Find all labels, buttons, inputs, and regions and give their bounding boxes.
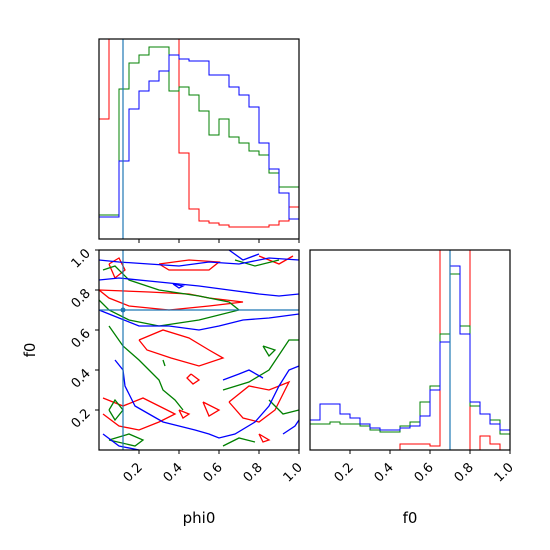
f0-histogram-frame	[309, 249, 511, 451]
contour-red-10	[258, 433, 271, 443]
contour-red-0	[108, 257, 126, 280]
contour-blue-5	[114, 359, 300, 439]
contour-red-4	[138, 329, 225, 367]
y-axis-label-f0: f0	[21, 343, 39, 358]
contour-blue-4	[98, 309, 300, 331]
phi0-histogram-green-series	[99, 46, 299, 216]
contour-blue-7	[102, 433, 140, 451]
contour-green-1	[234, 259, 280, 267]
contour-red-6	[102, 397, 177, 431]
contour-green-7	[108, 433, 145, 447]
contour-truth-point	[120, 307, 126, 313]
contour-red-5	[186, 373, 201, 385]
contour-green-2	[108, 325, 184, 411]
contour-green-5	[222, 339, 299, 391]
contour-blue-3	[172, 283, 185, 289]
contour-green-3	[162, 359, 166, 367]
contour-green-8	[268, 399, 300, 415]
contour-blue-0	[98, 257, 300, 267]
f0-histogram-series	[310, 249, 510, 451]
phi0-histogram-ticks	[138, 239, 300, 243]
x-axis-label-f0: f0	[403, 509, 418, 527]
contour-green-9	[222, 437, 256, 447]
contour-red-9	[228, 380, 291, 423]
phi0-histogram-blue-series	[99, 54, 299, 220]
contour-blue-1	[228, 249, 260, 261]
contour-red-3	[98, 289, 244, 311]
contour-blue-6	[222, 369, 264, 381]
contour-blue-8	[282, 419, 300, 435]
x-axis-label-phi0: phi0	[183, 509, 216, 527]
contour-red-7	[178, 409, 191, 419]
contour-frame	[98, 249, 300, 451]
f0-histogram-blue-series	[310, 265, 510, 431]
contour-blue-2	[98, 277, 300, 297]
contour-green-4	[262, 345, 277, 358]
contour-series	[98, 249, 300, 451]
phi0-histogram-frame	[98, 38, 300, 240]
contour-red-8	[202, 401, 221, 417]
contour-red-1	[158, 259, 221, 271]
phi0-histogram-panel	[98, 38, 300, 243]
contour-green-0	[98, 265, 241, 327]
